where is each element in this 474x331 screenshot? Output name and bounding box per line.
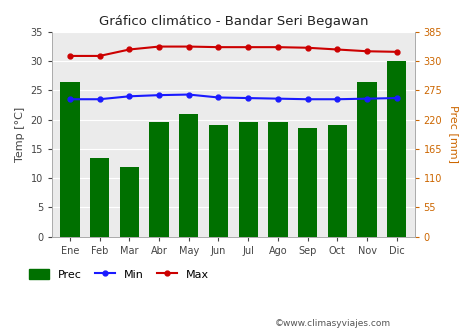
Bar bbox=[119, 166, 139, 237]
Bar bbox=[90, 158, 109, 237]
Bar bbox=[60, 82, 80, 237]
Y-axis label: Prec [mm]: Prec [mm] bbox=[449, 105, 459, 163]
Bar bbox=[328, 125, 347, 237]
Bar bbox=[387, 61, 406, 237]
Bar bbox=[357, 82, 377, 237]
Bar bbox=[179, 115, 199, 237]
Bar bbox=[149, 122, 169, 237]
Bar bbox=[298, 128, 317, 237]
Bar bbox=[268, 122, 288, 237]
Bar bbox=[238, 122, 258, 237]
Text: ©www.climasyviajes.com: ©www.climasyviajes.com bbox=[275, 319, 391, 328]
Legend: Prec, Min, Max: Prec, Min, Max bbox=[28, 269, 209, 280]
Y-axis label: Temp [°C]: Temp [°C] bbox=[15, 107, 25, 162]
Bar bbox=[209, 125, 228, 237]
Title: Gráfico climático - Bandar Seri Begawan: Gráfico climático - Bandar Seri Begawan bbox=[99, 15, 368, 28]
